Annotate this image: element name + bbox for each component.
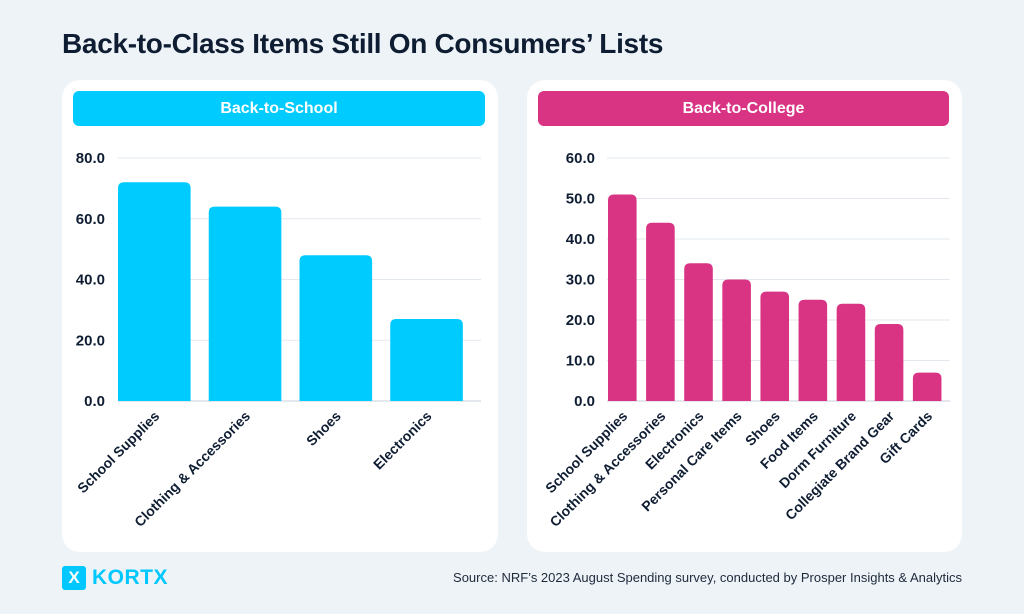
bar-school-supplies [118, 182, 191, 401]
y-tick-label: 0.0 [574, 393, 595, 410]
y-tick-label: 40.0 [566, 231, 595, 248]
x-tick-label: Electronics [370, 408, 435, 473]
bar-shoes [299, 255, 373, 401]
source-note: Source: NRF’s 2023 August Spending surve… [453, 570, 962, 585]
bar-electronics [684, 263, 713, 401]
y-tick-label: 20.0 [566, 312, 595, 329]
bar-electronics [390, 318, 463, 401]
bar-shoes [760, 291, 790, 401]
back-to-college-card: Back-to-College 0.0 10.0 20.0 30.0 40.0 50.0 6… [527, 80, 962, 552]
bar-school-supplies [608, 194, 637, 401]
bar-clothing-accessories [208, 206, 282, 401]
back-to-college-header: Back-to-College [538, 91, 949, 126]
y-tick-label: 0.0 [84, 393, 105, 410]
bar-dorm-furniture [836, 303, 866, 401]
page-title: Back-to-Class Items Still On Consumers’ … [62, 28, 664, 59]
y-tick-label: 10.0 [566, 353, 595, 370]
y-tick-label: 30.0 [566, 272, 595, 289]
kortx-logo: X KORTX [62, 566, 168, 590]
y-tick-label: 40.0 [76, 272, 105, 289]
bar-food-items [798, 299, 828, 401]
bar-clothing-accessories [646, 222, 675, 401]
logo-mark-icon: X [62, 566, 86, 590]
x-tick-label: Shoes [303, 408, 344, 449]
y-tick-label: 60.0 [76, 211, 105, 228]
bar-collegiate-brand-gear [874, 324, 904, 401]
back-to-school-card: Back-to-School 0.0 20.0 40.0 60.0 80.0 School… [62, 80, 498, 552]
y-tick-label: 60.0 [566, 150, 595, 167]
back-to-school-header: Back-to-School [73, 91, 485, 126]
x-tick-label: School Supplies [74, 408, 162, 496]
y-tick-label: 20.0 [76, 332, 105, 349]
bar-gift-cards [912, 372, 942, 401]
logo-text: KORTX [92, 566, 168, 589]
y-tick-label: 80.0 [76, 150, 105, 167]
bar-personal-care-items [722, 279, 751, 401]
y-tick-label: 50.0 [566, 191, 595, 208]
